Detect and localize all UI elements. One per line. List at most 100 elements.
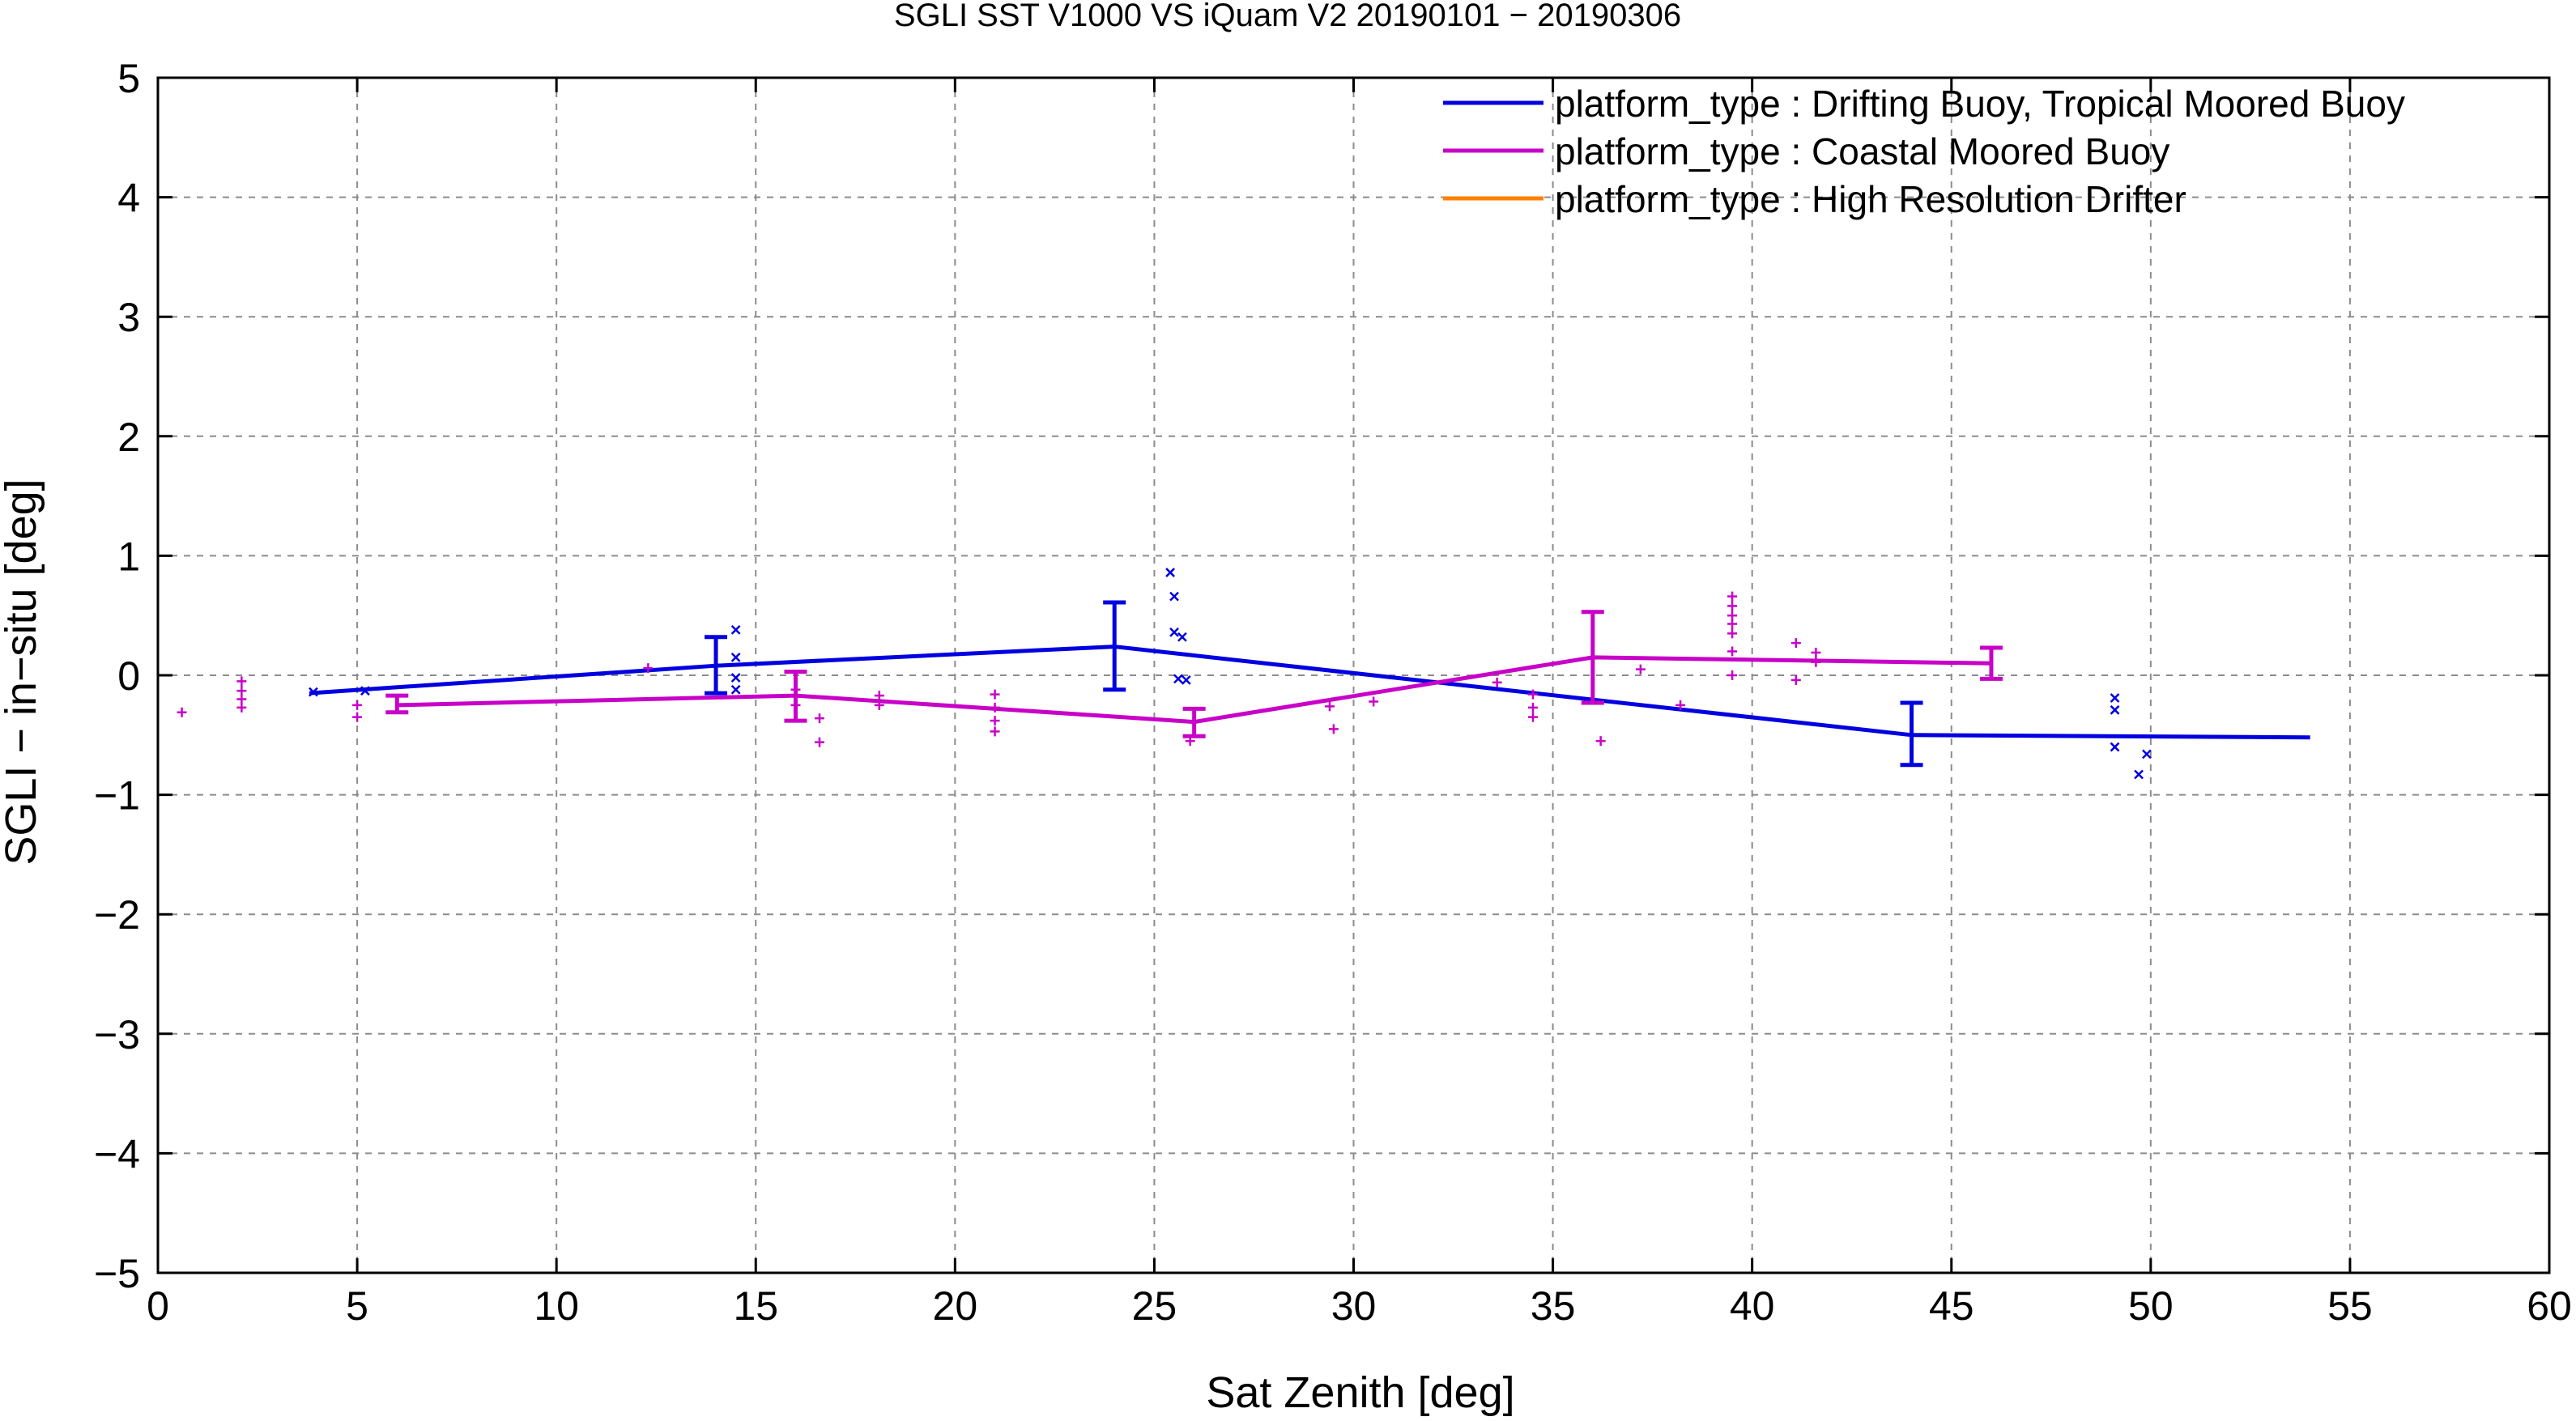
x-tick-label: 40: [1730, 1283, 1775, 1329]
y-tick-label: −3: [94, 1012, 140, 1057]
data-point: [1635, 664, 1646, 674]
error-bar: [1581, 610, 1604, 705]
data-point: [1811, 657, 1821, 667]
legend-label: platform_type : Drifting Buoy, Tropical …: [1555, 83, 2405, 125]
y-tick-label: 3: [117, 295, 140, 340]
chart-title: SGLI SST V1000 VS iQuam V2 20190101 − 20…: [894, 0, 1681, 33]
x-tick-label: 50: [2128, 1283, 2174, 1329]
data-point: [1727, 601, 1738, 611]
y-tick-label: 1: [117, 534, 140, 579]
data-point: [352, 712, 363, 722]
marker-stroke: [1181, 675, 1191, 685]
marker-stroke: [2110, 693, 2120, 703]
legend-label: platform_type : Coastal Moored Buoy: [1555, 130, 2169, 172]
x-tick-label: 55: [2327, 1283, 2373, 1329]
marker-stroke: [2142, 749, 2152, 759]
data-point: [643, 663, 654, 674]
data-point: [1790, 674, 1801, 685]
error-bar: [1900, 700, 1923, 768]
data-point: [236, 686, 247, 696]
data-point: [730, 625, 741, 635]
chart-labels: SGLI SST V1000 VS iQuam V2 20190101 − 20…: [0, 0, 1681, 1417]
error-bar: [1103, 600, 1126, 692]
y-tick-label: 2: [117, 415, 140, 460]
marker-stroke: [1173, 674, 1183, 684]
data-point: [1727, 611, 1738, 621]
data-point: [790, 684, 801, 695]
data-point: [1727, 591, 1738, 602]
legend-entry: platform_type : Drifting Buoy, Tropical …: [1443, 83, 2405, 125]
data-point: [990, 702, 1000, 713]
grid: [158, 78, 2549, 1273]
data-point: [2134, 769, 2144, 780]
data-point: [1169, 591, 1179, 602]
data-point: [1169, 627, 1179, 637]
marker-stroke: [360, 686, 370, 696]
x-tick-label: 0: [147, 1283, 169, 1329]
x-tick-label: 10: [534, 1283, 579, 1329]
data-point: [2110, 742, 2120, 752]
data-point: [2110, 693, 2120, 703]
data-point: [1173, 674, 1183, 684]
data-point: [1595, 736, 1606, 747]
data-point: [1727, 628, 1738, 639]
x-tick-label: 5: [346, 1283, 368, 1329]
legend-entry: platform_type : High Resolution Drifter: [1443, 178, 2186, 220]
data-point: [1492, 677, 1502, 687]
data-point: [1185, 736, 1195, 747]
data-point: [730, 684, 741, 695]
series-line: [309, 645, 2310, 740]
marker-stroke: [1177, 632, 1187, 642]
marker-stroke: [1165, 568, 1175, 577]
data-point: [874, 700, 884, 710]
data-point: [236, 676, 247, 687]
data-point: [1527, 712, 1538, 722]
data-point: [2110, 704, 2120, 715]
y-tick-label: 0: [117, 653, 140, 699]
legend-label: platform_type : High Resolution Drifter: [1555, 178, 2186, 220]
data-point: [990, 716, 1000, 726]
legend: platform_type : Drifting Buoy, Tropical …: [1443, 83, 2405, 220]
error-bar: [784, 670, 807, 723]
marker-stroke: [309, 687, 318, 697]
data-point: [236, 694, 247, 704]
data-point: [1328, 724, 1339, 734]
x-tick-label: 60: [2527, 1283, 2572, 1329]
data-point: [814, 713, 824, 724]
marker-stroke: [2110, 704, 2120, 715]
x-tick-label: 25: [1132, 1283, 1177, 1329]
y-tick-label: 4: [117, 176, 140, 221]
data-point: [990, 726, 1000, 737]
data-point: [1727, 646, 1738, 657]
error-bar: [1182, 706, 1206, 738]
x-tick-label: 35: [1531, 1283, 1576, 1329]
data-point: [1527, 702, 1538, 713]
y-axis-label: SGLI − in−situ [deg]: [0, 479, 45, 865]
data-point: [177, 707, 187, 717]
data-point: [1790, 638, 1801, 649]
series-0: [309, 568, 2310, 780]
data-point: [814, 737, 824, 747]
marker-stroke: [2110, 742, 2120, 752]
x-tick-label: 45: [1929, 1283, 1974, 1329]
data-point: [1811, 647, 1821, 657]
y-tick-label: −5: [94, 1251, 140, 1296]
data-point: [1324, 701, 1335, 712]
data-point: [2142, 749, 2152, 759]
y-tick-label: −1: [94, 773, 140, 819]
data-point: [730, 673, 741, 683]
data-point: [1181, 675, 1191, 685]
data-point: [1727, 619, 1738, 629]
marker-stroke: [730, 684, 741, 695]
data-point: [360, 686, 370, 696]
marker-stroke: [2134, 769, 2144, 780]
data-point: [352, 700, 363, 710]
data-point: [1165, 568, 1175, 577]
x-tick-label: 20: [933, 1283, 978, 1329]
marker-stroke: [730, 673, 741, 683]
legend-entry: platform_type : Coastal Moored Buoy: [1443, 130, 2169, 172]
data-point: [1727, 670, 1738, 680]
series-1: [177, 591, 2003, 747]
